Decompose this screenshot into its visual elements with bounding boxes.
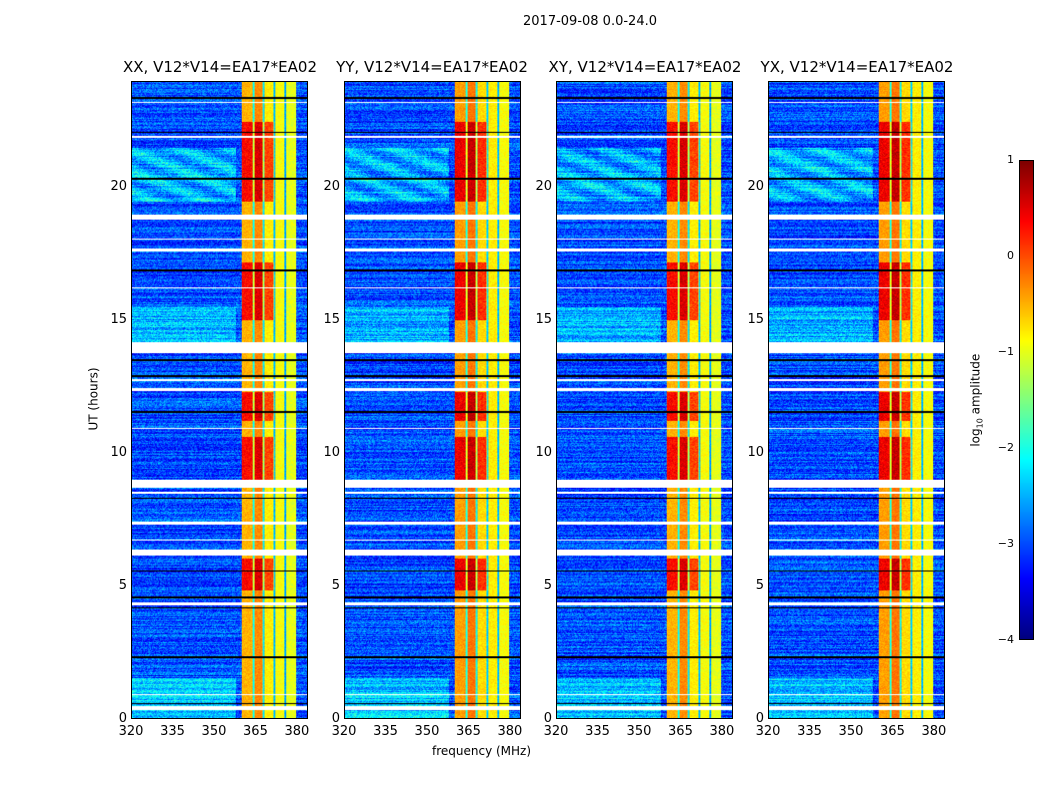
colorbar-label-sub: 10 <box>975 418 985 429</box>
heatmap-panel-xx <box>131 81 308 719</box>
x-tick-label: 335 <box>160 724 185 739</box>
y-tick-label: 10 <box>323 445 340 461</box>
y-tick-label: 5 <box>755 578 764 594</box>
x-tick-label: 380 <box>284 724 310 739</box>
y-tick-label: 5 <box>543 578 552 594</box>
heatmap-panel-xy <box>556 81 733 719</box>
y-tick-label: 10 <box>110 445 127 461</box>
x-tick-label: 335 <box>797 724 822 739</box>
colorbar-label-rest: amplitude <box>968 353 983 419</box>
colorbar-tick-label: 0 <box>1007 249 1014 262</box>
y-axis-label: UT (hours) <box>86 367 101 431</box>
y-tick-label: 20 <box>323 179 340 195</box>
colorbar-label: log10 amplitude <box>968 354 984 447</box>
y-tick-label: 0 <box>118 711 127 726</box>
panel-title-xy: XY, V12*V14=EA17*EA02 <box>548 58 742 76</box>
x-tick-label: 365 <box>880 724 905 739</box>
y-tick-label: 20 <box>535 179 552 195</box>
y-tick-label: 15 <box>747 312 764 328</box>
heatmap-panel-yx <box>768 81 945 719</box>
x-tick-label: 320 <box>118 724 144 739</box>
colorbar-tick-label: −3 <box>997 537 1014 550</box>
y-tick-label: 15 <box>535 312 552 328</box>
x-axis-label: frequency (MHz) <box>432 744 532 758</box>
x-tick-label: 335 <box>373 724 398 739</box>
heatmap-cells-xx <box>132 82 307 718</box>
colorbar-gradient <box>1020 161 1033 639</box>
x-tick-label: 350 <box>626 724 652 739</box>
x-tick-label: 380 <box>921 724 947 739</box>
heatmap-cells-yy <box>345 82 520 718</box>
y-tick-label: 5 <box>118 578 127 594</box>
colorbar <box>1019 160 1034 640</box>
x-tick-label: 335 <box>585 724 610 739</box>
panel-title-yy: YY, V12*V14=EA17*EA02 <box>336 58 528 76</box>
colorbar-tick-label: 1 <box>1007 153 1014 166</box>
y-tick-label: 10 <box>747 445 764 461</box>
colorbar-tick-label: −4 <box>997 633 1014 646</box>
y-tick-label: 0 <box>543 711 552 726</box>
x-tick-label: 365 <box>243 724 268 739</box>
y-tick-label: 5 <box>331 578 340 594</box>
y-tick-label: 20 <box>110 179 127 195</box>
heatmap-cells-xy <box>557 82 732 718</box>
y-tick-label: 0 <box>755 711 764 726</box>
x-tick-label: 320 <box>331 724 357 739</box>
x-tick-label: 350 <box>201 724 227 739</box>
colorbar-label-log: log <box>968 428 983 447</box>
figure-title: 2017-09-08 0.0-24.0 <box>523 14 657 29</box>
panel-title-xx: XX, V12*V14=EA17*EA02 <box>122 58 317 76</box>
y-tick-label: 10 <box>535 445 552 461</box>
x-tick-label: 320 <box>755 724 781 739</box>
x-tick-label: 380 <box>497 724 523 739</box>
x-tick-label: 380 <box>709 724 735 739</box>
colorbar-tick-label: −2 <box>997 441 1014 454</box>
colorbar-tick-label: −1 <box>997 345 1014 358</box>
x-tick-label: 350 <box>414 724 440 739</box>
x-tick-label: 320 <box>543 724 569 739</box>
y-tick-label: 15 <box>323 312 340 328</box>
heatmap-cells-yx <box>769 82 944 718</box>
x-tick-label: 365 <box>668 724 693 739</box>
y-tick-label: 0 <box>331 711 340 726</box>
x-tick-label: 350 <box>838 724 864 739</box>
x-tick-label: 365 <box>456 724 481 739</box>
heatmap-panel-yy <box>344 81 521 719</box>
panel-title-yx: YX, V12*V14=EA17*EA02 <box>760 58 954 76</box>
y-tick-label: 15 <box>110 312 127 328</box>
y-tick-label: 20 <box>747 179 764 195</box>
